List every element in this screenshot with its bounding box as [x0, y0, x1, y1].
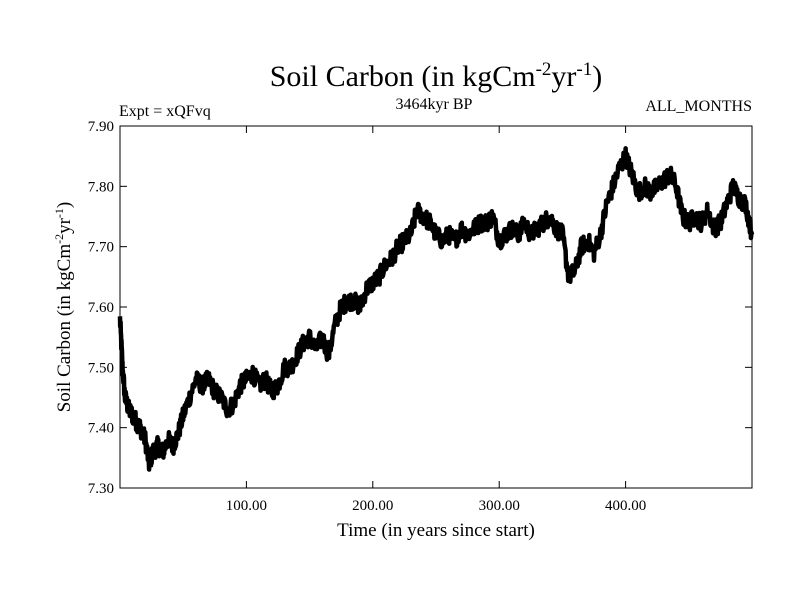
- y-tick-label: 7.40: [88, 421, 114, 437]
- x-tick-label: 200.00: [352, 498, 393, 514]
- y-tick-label: 7.70: [88, 240, 114, 256]
- y-tick-label: 7.90: [88, 119, 114, 135]
- soil-carbon-series-line: [117, 146, 755, 472]
- chart-title: Soil Carbon (in kgCm-2yr-1): [270, 59, 603, 93]
- x-axis: 100.00 200.00 300.00 400.00: [226, 126, 646, 514]
- y-axis: 7.30 7.40 7.50 7.60 7.70 7.80 7.90: [88, 119, 752, 497]
- subtitle-period: 3464kyr BP: [396, 96, 473, 113]
- y-tick-label: 7.30: [88, 481, 114, 497]
- y-tick-label: 7.60: [88, 300, 114, 316]
- subtitle-experiment: Expt = xQFvq: [119, 103, 211, 120]
- y-tick-label: 7.80: [88, 179, 114, 195]
- x-tick-label: 100.00: [226, 498, 267, 514]
- y-axis-label: Soil Carbon (in kgCm-2yr-1): [52, 202, 75, 413]
- x-tick-label: 400.00: [605, 498, 646, 514]
- x-tick-label: 300.00: [479, 498, 520, 514]
- y-tick-label: 7.50: [88, 360, 114, 376]
- x-axis-label: Time (in years since start): [337, 520, 535, 541]
- subtitle-months: ALL_MONTHS: [645, 98, 752, 115]
